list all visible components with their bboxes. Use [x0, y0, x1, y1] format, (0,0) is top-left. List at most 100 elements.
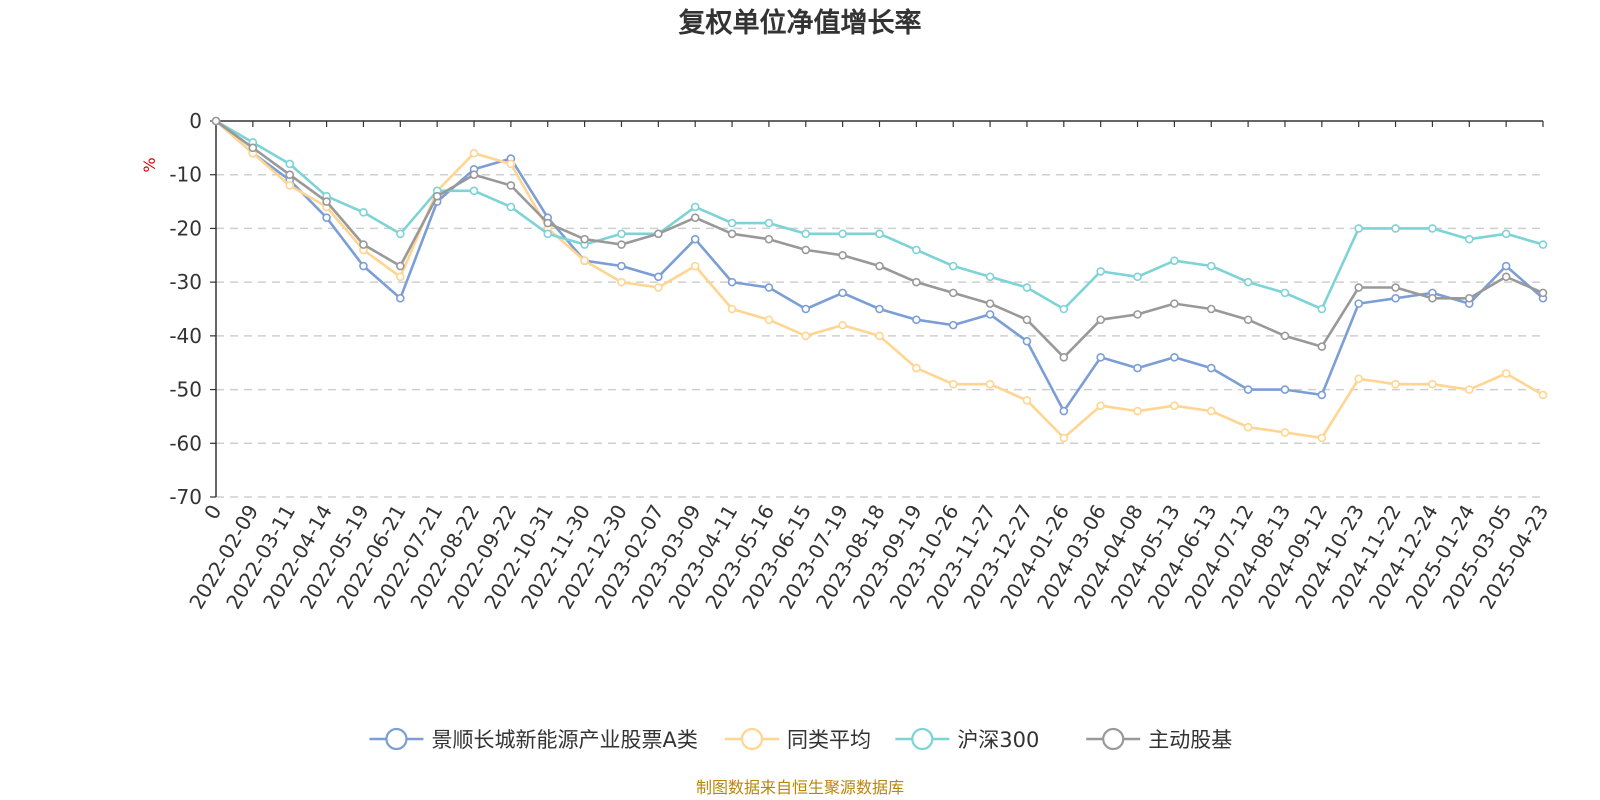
data-point [543, 229, 553, 239]
data-point [1133, 363, 1142, 373]
series-0 [211, 116, 1548, 416]
legend-marker-icon [740, 727, 764, 751]
data-point [1133, 406, 1142, 416]
y-tick-label: -40 [169, 324, 202, 348]
data-point [985, 310, 995, 319]
data-point [580, 234, 589, 244]
data-point [396, 293, 405, 303]
series-line [214, 119, 1545, 440]
legend-label: 主动股基 [1148, 728, 1232, 752]
data-point [764, 218, 774, 228]
data-point [617, 277, 626, 287]
data-point [1538, 288, 1548, 298]
legend-item-2[interactable]: 沪深300 [895, 727, 1039, 752]
legend-item-0[interactable]: 景顺长城新能源产业股票A类 [369, 727, 698, 752]
data-point [654, 272, 663, 282]
data-point [1133, 310, 1142, 319]
data-point [654, 229, 663, 239]
chart-title: 复权单位净值增长率 [679, 7, 922, 39]
data-point [1354, 299, 1363, 308]
data-point [912, 245, 921, 255]
data-point [764, 283, 774, 292]
data-point [396, 272, 405, 282]
data-point [432, 191, 442, 201]
data-point [1170, 353, 1179, 362]
data-point [690, 202, 700, 212]
data-point [359, 240, 368, 249]
data-point [1059, 304, 1069, 314]
data-point [617, 261, 626, 271]
series-3 [211, 116, 1548, 362]
data-point [1243, 315, 1253, 325]
legend-item-1[interactable]: 同类平均 [725, 727, 871, 752]
data-point [285, 159, 295, 169]
axes: 0-10-20-30-40-50-60-7002022-02-092022-03… [169, 109, 1553, 613]
y-tick-label: -30 [169, 270, 202, 294]
data-point [690, 261, 700, 271]
legend[interactable]: 景顺长城新能源产业股票A类 同类平均 沪深300 主动股基 [369, 727, 1232, 752]
data-point [1206, 304, 1216, 314]
data-point [727, 304, 737, 314]
data-point [985, 379, 995, 389]
data-point [1501, 229, 1511, 239]
x-tick-label: 0 [199, 501, 226, 524]
data-point [1317, 390, 1327, 400]
y-tick-label: -20 [169, 216, 202, 240]
data-point [1354, 374, 1363, 384]
data-point [1170, 256, 1179, 265]
data-point [1317, 342, 1327, 351]
legend-label: 同类平均 [787, 728, 871, 752]
data-point [469, 186, 479, 196]
data-point [912, 363, 921, 373]
data-point [764, 234, 774, 244]
data-point [1280, 288, 1290, 298]
y-axis-label: % [140, 157, 159, 172]
data-point [1354, 283, 1363, 292]
series-line [214, 119, 1545, 311]
data-point [838, 229, 847, 239]
y-tick-label: -10 [169, 163, 202, 187]
data-point [1206, 406, 1216, 416]
data-point [1243, 422, 1253, 432]
y-tick-label: 0 [189, 109, 202, 133]
data-point [1206, 261, 1216, 271]
data-point [838, 288, 847, 298]
data-point [948, 288, 958, 298]
data-point [912, 315, 921, 325]
data-point [1059, 433, 1069, 443]
data-point [764, 315, 774, 325]
data-point [1464, 385, 1474, 394]
legend-label: 沪深300 [957, 728, 1039, 752]
data-point [322, 197, 331, 206]
data-point [396, 229, 405, 239]
data-point [617, 240, 626, 249]
data-point [801, 331, 811, 341]
data-point [1096, 353, 1105, 362]
data-point [1317, 433, 1327, 443]
data-point [1170, 401, 1179, 410]
data-point [1391, 293, 1400, 303]
data-point [359, 261, 368, 271]
data-point [1243, 385, 1253, 394]
data-point [248, 143, 258, 153]
data-point [985, 299, 995, 308]
legend-item-3[interactable]: 主动股基 [1086, 727, 1232, 752]
y-tick-label: -50 [169, 378, 202, 402]
data-point [948, 379, 958, 389]
data-point [1538, 240, 1548, 249]
data-point [1206, 363, 1216, 373]
data-point [322, 213, 331, 222]
legend-marker-icon [385, 727, 408, 751]
data-point [838, 250, 847, 260]
legend-marker-icon [1102, 727, 1125, 751]
data-point [875, 304, 884, 314]
data-point [875, 261, 884, 271]
data-point [506, 159, 516, 169]
data-point [1170, 299, 1179, 308]
data-point [580, 256, 589, 265]
data-point [469, 170, 479, 180]
data-point [727, 229, 737, 239]
series-1 [211, 116, 1548, 443]
data-point [948, 261, 958, 271]
data-point [285, 181, 295, 190]
